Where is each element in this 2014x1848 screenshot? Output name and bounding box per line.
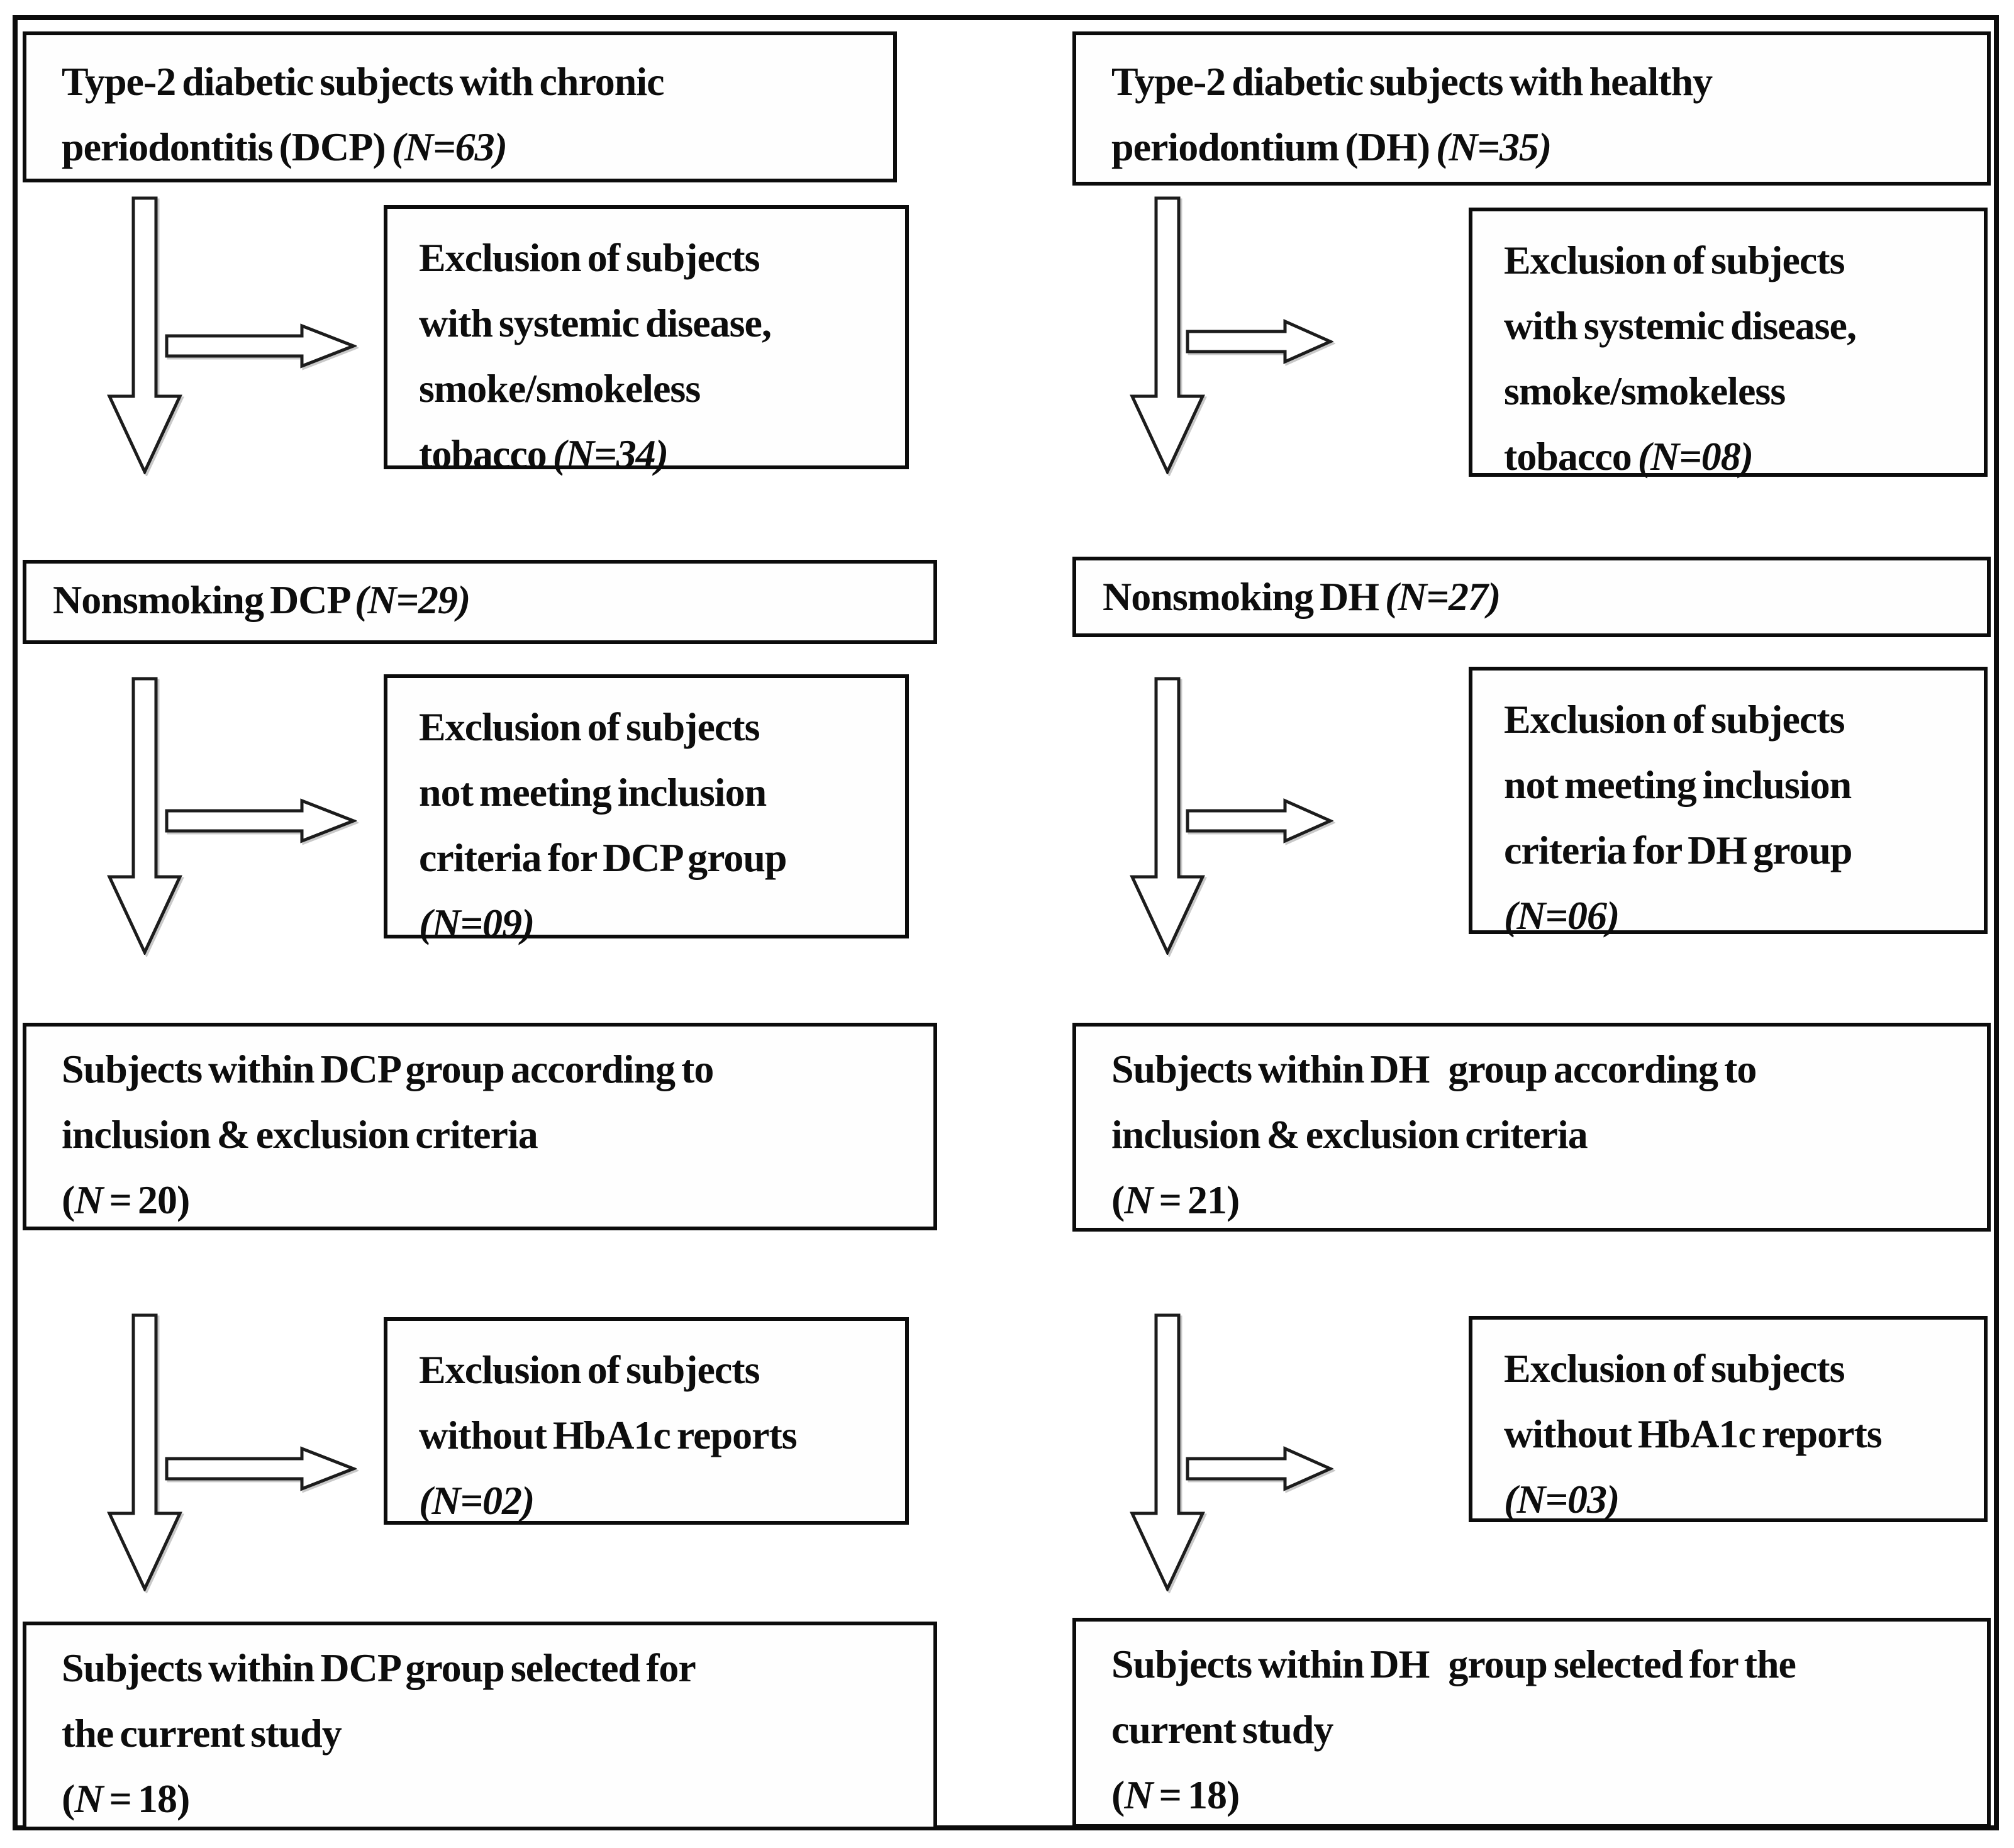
n-count: (N=29): [355, 577, 470, 622]
n-count: (N=08): [1637, 434, 1754, 479]
box-dh-exclusion-2: Exclusion of subjects not meeting inclus…: [1469, 667, 1988, 938]
box-dh-selected: Subjects within DH group selected for th…: [1072, 1618, 1991, 1828]
box-dcp-exclusion-2: Exclusion of subjects not meeting inclus…: [384, 674, 909, 945]
down-arrow-icon: [1130, 196, 1205, 474]
text-line: with systemic disease,: [1504, 303, 1857, 348]
right-arrow-icon: [1186, 1446, 1333, 1491]
down-arrow-icon: [107, 1313, 182, 1591]
box-dcp-selected: Subjects within DCP group selected for t…: [23, 1622, 937, 1830]
text-line: Nonsmoking DH (N=27): [1103, 574, 1501, 619]
n-count: (N=03): [1504, 1477, 1620, 1522]
box-dcp-exclusion-3: Exclusion of subjects without HbA1c repo…: [384, 1317, 909, 1525]
text-line: Exclusion of subjects: [419, 235, 760, 280]
text-line: Subjects within DCP group according to: [62, 1047, 714, 1091]
text-line: criteria for DCP group: [419, 835, 787, 880]
text-line: Exclusion of subjects: [419, 1347, 760, 1392]
text-line: Subjects within DH group according to: [1111, 1047, 1757, 1091]
text-line: criteria for DH group: [1504, 828, 1853, 872]
text-line: not meeting inclusion: [1504, 762, 1852, 807]
text-line: (N = 18): [62, 1776, 190, 1821]
box-dh-eligible: Subjects within DH group according to in…: [1072, 1023, 1991, 1232]
box-dcp-initial: Type-2 diabetic subjects with chronic pe…: [23, 31, 897, 182]
text-line: Type-2 diabetic subjects with chronic: [62, 59, 665, 104]
text-line: Exclusion of subjects: [1504, 697, 1845, 742]
text-line: inclusion & exclusion criteria: [1111, 1112, 1588, 1157]
n-count: (N=27): [1385, 574, 1501, 619]
right-arrow-icon: [165, 1446, 357, 1491]
text-line: Exclusion of subjects: [1504, 1346, 1845, 1391]
down-arrow-icon: [107, 196, 182, 474]
n-count: (N=34): [552, 431, 669, 476]
n-count: (N=06): [1504, 893, 1620, 938]
down-arrow-icon: [1130, 677, 1205, 955]
box-dh-exclusion-3: Exclusion of subjects without HbA1c repo…: [1469, 1316, 1988, 1522]
text-line: tobacco (N=34): [419, 431, 669, 476]
text-line: Exclusion of subjects: [419, 704, 760, 749]
box-dh-nonsmoking: Nonsmoking DH (N=27): [1072, 557, 1991, 637]
text-line: smoke/smokeless: [1504, 369, 1786, 413]
figure-border: [13, 15, 1999, 1830]
n-count: (N=35): [1436, 125, 1552, 169]
text-line: with systemic disease,: [419, 301, 772, 345]
n-count: (N=63): [391, 125, 508, 169]
down-arrow-icon: [1130, 1313, 1205, 1591]
text-line: smoke/smokeless: [419, 366, 701, 411]
text-line: Exclusion of subjects: [1504, 238, 1845, 282]
n-count: N: [74, 1177, 103, 1222]
text-line: Subjects within DH group selected for th…: [1111, 1642, 1796, 1686]
box-dh-exclusion-1: Exclusion of subjects with systemic dise…: [1469, 208, 1988, 479]
text-line: (N = 18): [1111, 1773, 1240, 1817]
text-line: tobacco (N=08): [1504, 434, 1754, 479]
text-line: Type-2 diabetic subjects with healthy: [1111, 59, 1713, 104]
n-count: (N=02): [419, 1478, 535, 1523]
box-dcp-exclusion-1: Exclusion of subjects with systemic dise…: [384, 205, 909, 476]
text-line: the current study: [62, 1711, 342, 1756]
text-line: (N = 20): [62, 1177, 190, 1222]
n-count: (N=09): [419, 901, 535, 945]
n-count: N: [74, 1776, 103, 1821]
text-line: (N = 21): [1111, 1177, 1240, 1222]
text-line: Nonsmoking DCP (N=29): [53, 577, 470, 622]
right-arrow-icon: [165, 323, 357, 369]
n-count: N: [1124, 1177, 1153, 1222]
down-arrow-icon: [107, 677, 182, 955]
box-dcp-nonsmoking: Nonsmoking DCP (N=29): [23, 560, 937, 644]
text-line: periodontitis (DCP) (N=63): [62, 125, 508, 169]
text-line: inclusion & exclusion criteria: [62, 1112, 538, 1157]
text-line: Subjects within DCP group selected for: [62, 1645, 696, 1690]
text-line: without HbA1c reports: [419, 1413, 798, 1457]
text-line: current study: [1111, 1707, 1333, 1752]
text-line: not meeting inclusion: [419, 770, 767, 815]
box-dh-initial: Type-2 diabetic subjects with healthy pe…: [1072, 31, 1991, 186]
right-arrow-icon: [165, 798, 357, 843]
text-line: periodontium (DH) (N=35): [1111, 125, 1552, 169]
right-arrow-icon: [1186, 319, 1333, 364]
text-line: without HbA1c reports: [1504, 1411, 1883, 1456]
right-arrow-icon: [1186, 798, 1333, 843]
n-count: N: [1124, 1773, 1153, 1817]
box-dcp-eligible: Subjects within DCP group according to i…: [23, 1023, 937, 1230]
